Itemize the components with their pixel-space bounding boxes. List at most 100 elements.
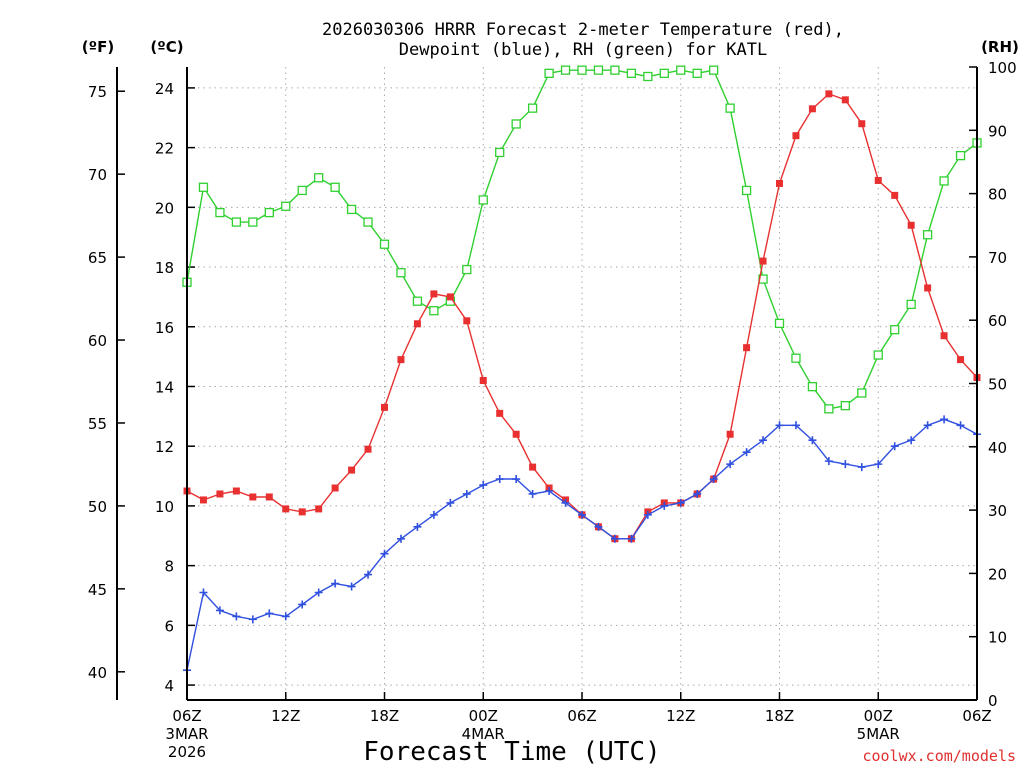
dewpoint-point (610, 534, 619, 543)
temperature-point (825, 90, 833, 98)
rh-tick-label: 80 (988, 186, 1007, 204)
dewpoint-point (956, 421, 965, 430)
celsius-tick-label: 20 (155, 199, 174, 217)
dewpoint-line (186, 418, 978, 671)
dewpoint-point (693, 489, 702, 498)
dewpoint-point (907, 436, 916, 445)
dewpoint-point (331, 579, 340, 588)
temperature-point (331, 484, 339, 492)
rh-point (544, 68, 554, 78)
temperature-point (381, 403, 388, 411)
rh-point (741, 185, 752, 196)
fahrenheit-tick-label: 70 (88, 166, 107, 184)
x-tick-label: 00Z (864, 707, 893, 725)
rh-point (379, 239, 390, 249)
fahrenheit-tick-label: 55 (88, 415, 107, 433)
fahrenheit-tick-label: 65 (88, 249, 107, 267)
rh-point (429, 306, 439, 316)
dewpoint-point (759, 436, 768, 445)
rh-point (231, 217, 242, 227)
x-axis-label: Forecast Time (UTC) (363, 737, 660, 767)
rh-point (610, 65, 620, 75)
rh-point (857, 388, 867, 398)
temperature-point (232, 487, 240, 495)
fahrenheit-tick-label: 50 (88, 498, 107, 516)
celsius-unit-label: (ºC) (150, 38, 183, 56)
temperature-point (907, 221, 915, 229)
rh-point (248, 217, 258, 227)
rh-series (182, 65, 982, 414)
temperature-point (479, 377, 487, 385)
dewpoint-point (446, 498, 455, 507)
fahrenheit-axis: 40 45 50 55 60 65 70 75 (88, 67, 125, 700)
rh-point (626, 68, 637, 78)
dewpoint-point (545, 486, 554, 495)
temperature-point (776, 179, 783, 187)
celsius-axis: 4 6 8 10 12 14 16 18 20 22 24 (155, 80, 195, 695)
celsius-tick-label: 12 (155, 438, 174, 456)
rh-tick-label: 10 (988, 629, 1007, 647)
dewpoint-point (364, 570, 373, 579)
rh-tick-label: 30 (988, 502, 1007, 520)
temperature-point (529, 463, 537, 471)
rh-point (462, 264, 472, 275)
celsius-tick-label: 22 (155, 140, 174, 158)
x-date-label: 4MAR (462, 725, 505, 743)
rh-point (281, 201, 291, 211)
dewpoint-point (742, 448, 751, 457)
x-year-label: 2026 (168, 743, 206, 761)
rh-point (593, 65, 604, 75)
temperature-point (792, 132, 800, 140)
temperature-point (249, 493, 257, 501)
credit-text: coolwx.com/models (862, 747, 1016, 765)
temperature-point (743, 344, 751, 352)
rh-point (527, 103, 538, 113)
dewpoint-point (775, 421, 784, 430)
dewpoint-point (890, 442, 899, 451)
rh-point (791, 353, 801, 363)
fahrenheit-tick-label: 45 (88, 581, 107, 599)
temperature-point (940, 332, 948, 340)
temperature-point (282, 505, 290, 513)
dewpoint-point (495, 475, 504, 484)
dewpoint-point (232, 612, 241, 621)
rh-point (643, 71, 653, 82)
dewpoint-point (726, 460, 735, 469)
rh-point (692, 68, 702, 78)
dewpoint-point (940, 415, 949, 424)
rh-point (807, 382, 818, 392)
temperature-point (874, 176, 882, 184)
x-date-label: 3MAR (165, 725, 208, 743)
dewpoint-point (396, 534, 405, 543)
dewpoint-point (479, 481, 488, 490)
temperature-point (446, 293, 454, 301)
temperature-point (924, 284, 932, 292)
rh-point (363, 217, 373, 227)
dewpoint-point (791, 421, 800, 430)
temperature-point (841, 96, 849, 104)
temperature-point (858, 120, 866, 128)
temperature-point (413, 320, 421, 328)
temperature-point (759, 257, 767, 265)
rh-tick-label: 100 (988, 59, 1017, 77)
rh-point (955, 150, 966, 161)
fahrenheit-tick-label: 60 (88, 332, 107, 350)
plot-frame (186, 67, 978, 701)
temperature-point (891, 191, 899, 199)
rh-point (939, 176, 949, 186)
x-tick-label: 06Z (172, 707, 201, 725)
celsius-tick-label: 14 (155, 378, 174, 396)
temperature-point (298, 508, 306, 516)
temperature-point (463, 317, 471, 325)
x-tick-label: 12Z (666, 707, 695, 725)
temperature-point (726, 430, 734, 438)
dewpoint-point (215, 606, 224, 615)
rh-point (906, 299, 916, 310)
dewpoint-point (512, 475, 521, 484)
dewpoint-point (314, 588, 323, 597)
dewpoint-point (676, 498, 685, 507)
rh-point (264, 207, 274, 218)
dewpoint-point (281, 612, 290, 621)
